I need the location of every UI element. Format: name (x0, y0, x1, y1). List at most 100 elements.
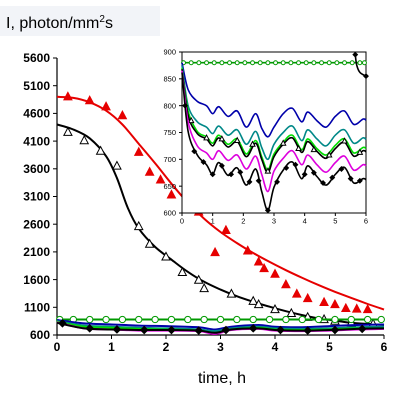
y-tick-label: 3100 (23, 190, 50, 204)
series-3-point (298, 315, 306, 324)
series-6-point (295, 144, 302, 152)
y-tick-label: 5600 (23, 51, 50, 65)
series-3-point (184, 315, 192, 324)
y-tick-label: 3600 (23, 162, 50, 176)
inset-frame (181, 51, 367, 214)
y-tick-label: 850 (163, 74, 176, 83)
x-tick-label: 1 (211, 217, 215, 226)
x-tick-label: 0 (180, 217, 184, 226)
y-tick-label: 750 (163, 128, 176, 137)
series-6-point (249, 140, 256, 147)
series-3-point (102, 315, 110, 324)
series-8-point (58, 319, 67, 328)
series-3-point (216, 315, 225, 324)
series-8-point (112, 325, 122, 334)
series-1-point (334, 60, 340, 66)
series-2-point (95, 145, 106, 155)
series-1-point (219, 60, 225, 66)
series-8-point (246, 178, 253, 185)
series-8-point (191, 148, 198, 155)
series-1-point (210, 246, 220, 257)
series-line-3 (181, 62, 367, 138)
y-axis-label-background (0, 6, 160, 36)
series-2-point (133, 220, 144, 231)
series-1-point (242, 60, 248, 66)
series-2-point (248, 295, 259, 305)
series-6-point (218, 135, 226, 142)
series-6-point (203, 133, 210, 141)
series-8-point (167, 325, 176, 335)
series-3-point (200, 315, 208, 324)
series-1-point (281, 279, 291, 289)
series-1-point (211, 60, 217, 66)
series-8-point (356, 177, 363, 184)
series-3-point (135, 315, 143, 324)
y-tick-label: 4100 (23, 134, 50, 148)
series-line-2 (354, 54, 367, 77)
x-tick-label: 0 (54, 340, 61, 354)
series-2-point (63, 126, 73, 136)
series-6-point (341, 137, 348, 144)
series-1-point (311, 60, 317, 66)
series-8-point (182, 102, 189, 109)
series-2-point (161, 251, 171, 261)
series-1-point (288, 60, 294, 66)
y-axis-label-tail: s (105, 15, 113, 32)
series-1-point (357, 60, 363, 66)
series-1-point (340, 302, 351, 313)
series-8-point (194, 326, 204, 335)
series-3-point (314, 315, 323, 324)
x-tick-label: 2 (241, 217, 245, 226)
series-6-point (279, 139, 287, 146)
series-1-point (242, 245, 253, 255)
series-1-point (319, 60, 324, 66)
series-8-point (292, 161, 299, 168)
series-8-point (139, 325, 149, 335)
series-1-point (296, 60, 301, 66)
x-tick-label: 4 (272, 340, 279, 354)
series-8-point (347, 175, 354, 182)
series-2-point (352, 51, 359, 58)
series-line-4 (181, 65, 367, 161)
series-8-point (255, 177, 262, 184)
series-8-point (276, 325, 285, 335)
series-3-point (167, 315, 176, 324)
y-tick-label: 4600 (23, 107, 50, 121)
series-3-point (282, 315, 290, 324)
y-tick-label: 2100 (23, 245, 50, 259)
series-8-point (301, 171, 308, 178)
series-8-point (200, 159, 207, 165)
series-line-1 (56, 95, 385, 311)
y-tick-label: 1100 (24, 301, 50, 315)
x-tick-label: 4 (303, 217, 307, 226)
series-6-point (310, 145, 318, 153)
y-axis-label-superscript: 2 (99, 14, 105, 25)
x-tick-label: 1 (108, 340, 115, 354)
series-1-point (84, 95, 95, 105)
series-3-point (249, 315, 257, 324)
y-tick-label: 650 (163, 182, 176, 191)
series-8-point (357, 324, 367, 334)
series-8-point (228, 171, 235, 178)
series-2-point (286, 307, 297, 318)
y-tick-label: 700 (163, 155, 176, 164)
series-3-point (118, 315, 127, 324)
inset-plot: 0 1 2 3 4 5 6 600 650 700 750 800 850 900 (163, 48, 369, 226)
x-tick-label: 6 (364, 217, 368, 226)
series-2-point (144, 238, 155, 248)
series-1-point (155, 174, 166, 184)
y-tick-label: 900 (163, 48, 176, 57)
series-1-point (291, 288, 302, 298)
series-1-point (326, 60, 332, 66)
series-1-point (265, 60, 271, 66)
x-tick-label: 2 (163, 340, 170, 354)
series-1-point (117, 110, 128, 120)
y-axis-label-main: I, photon/mm (6, 15, 99, 32)
series-3-point (151, 315, 159, 324)
y-tick-label: 800 (163, 101, 176, 110)
series-1-point (362, 60, 367, 66)
series-1-point (270, 268, 280, 278)
series-3-point (347, 315, 355, 324)
series-8-point (274, 178, 281, 185)
series-2-point (270, 303, 280, 314)
